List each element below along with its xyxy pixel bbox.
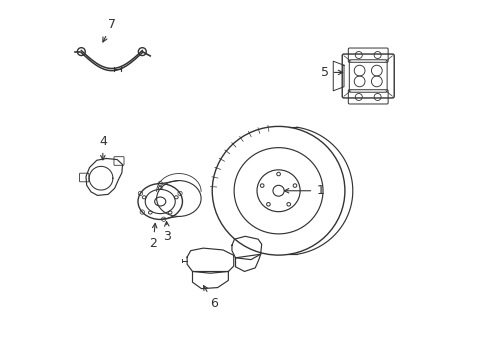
- Text: 2: 2: [149, 224, 157, 250]
- Text: 7: 7: [102, 18, 116, 42]
- Text: 5: 5: [320, 66, 342, 79]
- Text: 1: 1: [284, 184, 324, 197]
- Text: 3: 3: [163, 222, 171, 243]
- Text: 6: 6: [203, 285, 218, 310]
- Text: 4: 4: [99, 135, 106, 160]
